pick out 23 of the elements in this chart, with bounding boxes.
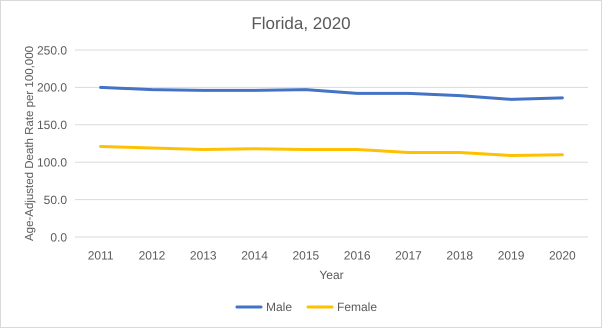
y-tick-label: 200.0 — [36, 80, 68, 95]
chart-title: Florida, 2020 — [250, 14, 352, 34]
x-tick-label: 2019 — [498, 248, 525, 263]
x-axis-title: Year — [319, 268, 344, 282]
y-axis-title: Age-Adjusted Death Rate per 100,000 — [24, 46, 36, 241]
x-tick-label: 2015 — [292, 248, 320, 263]
y-tick-label: 50.0 — [44, 192, 68, 207]
y-tick-label: 250.0 — [36, 43, 68, 58]
y-tick-label: 100.0 — [36, 155, 68, 170]
x-tick-label: 2018 — [446, 248, 474, 263]
x-tick-label: 2011 — [88, 248, 114, 263]
x-tick-label: 2013 — [190, 248, 217, 263]
x-tick-label: 2020 — [549, 248, 576, 263]
line-series — [99, 86, 564, 101]
x-tick-label: 2016 — [344, 248, 371, 263]
legend-label: Male — [266, 300, 292, 314]
legend-label: Female — [337, 300, 378, 314]
x-tick-label: 2012 — [138, 248, 166, 263]
x-tick-label: 2017 — [395, 248, 422, 263]
line-series — [99, 144, 564, 157]
y-tick-label: 150.0 — [36, 118, 68, 132]
x-tick-label: 2014 — [241, 248, 268, 263]
y-tick-label: 0.0 — [50, 230, 68, 244]
